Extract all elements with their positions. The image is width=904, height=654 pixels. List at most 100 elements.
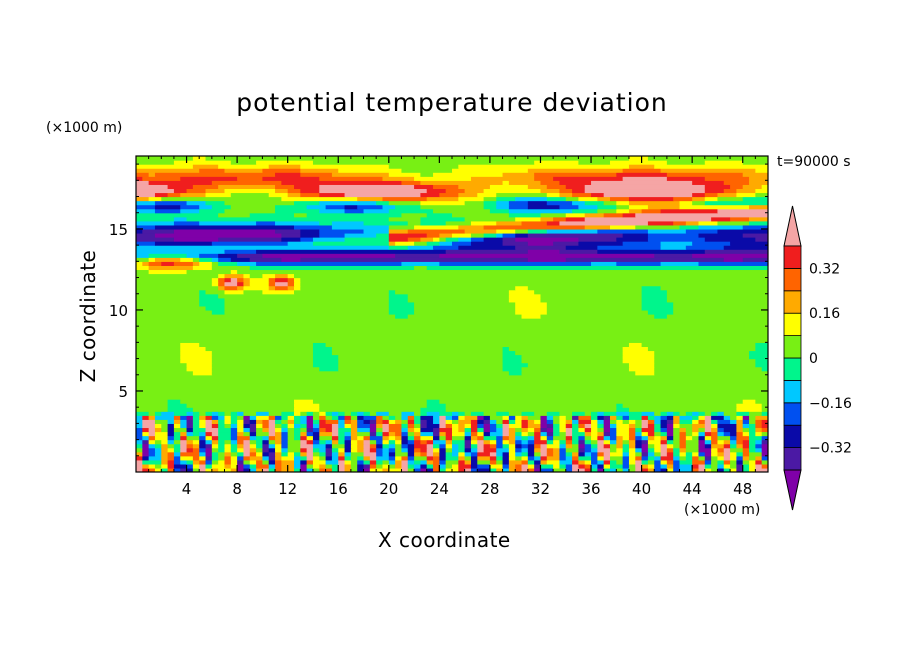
field-cell [704, 196, 719, 202]
field-cell [616, 431, 630, 437]
field-cell [306, 431, 314, 437]
field-cell [761, 455, 768, 461]
field-cell [136, 439, 143, 445]
field-cell [338, 427, 352, 433]
field-cell [395, 253, 440, 258]
field-cell [730, 184, 744, 190]
field-cell [628, 427, 636, 433]
field-cell [249, 273, 263, 279]
field-cell [325, 204, 346, 210]
field-cell [445, 237, 459, 242]
field-cell [565, 415, 573, 420]
field-cell [294, 399, 314, 404]
field-cell [426, 447, 434, 453]
field-cell [420, 172, 434, 177]
field-cell [502, 435, 510, 441]
field-cell [319, 439, 327, 445]
field-cell [628, 463, 636, 469]
field-cell [660, 419, 668, 424]
field-cell [692, 423, 706, 429]
field-cell [723, 415, 731, 420]
field-cell [723, 245, 768, 250]
field-cell [369, 443, 377, 449]
field-cell [508, 455, 516, 461]
field-cell [237, 431, 245, 437]
field-cell [294, 281, 301, 287]
field-cell [717, 427, 725, 433]
field-cell [192, 459, 200, 465]
field-cell [515, 305, 548, 311]
field-cell [508, 415, 516, 420]
field-cell [136, 350, 181, 356]
field-cell [414, 447, 421, 453]
field-cell [572, 431, 586, 437]
field-cell [363, 443, 371, 449]
field-cell [136, 249, 226, 254]
field-cell [698, 220, 719, 226]
field-cell [211, 415, 219, 420]
field-cell [470, 220, 497, 226]
field-cell [275, 427, 282, 433]
field-cell [300, 431, 308, 437]
field-cell [559, 427, 567, 433]
field-cell [136, 196, 150, 202]
field-cell [199, 342, 314, 348]
field-cell [742, 459, 750, 465]
field-cell [597, 431, 605, 437]
field-cell [584, 184, 706, 190]
field-cell [527, 455, 535, 461]
field-cell [180, 346, 207, 352]
field-cell [641, 342, 756, 348]
field-cell [521, 358, 624, 364]
field-cell [237, 269, 768, 275]
field-cell [622, 455, 630, 461]
field-cell [578, 443, 586, 449]
field-cell [755, 419, 763, 424]
field-cell [186, 467, 194, 472]
field-cell [199, 447, 207, 453]
field-cell [603, 192, 693, 198]
field-cell [300, 232, 320, 238]
field-cell [679, 423, 693, 429]
field-cell [458, 245, 516, 250]
field-cell [597, 455, 605, 461]
field-cell [521, 415, 529, 420]
field-cell [243, 419, 251, 424]
chart-title: potential temperature deviation [236, 88, 668, 117]
field-cell [704, 200, 768, 206]
field-cell [546, 459, 561, 465]
field-cell [331, 431, 339, 437]
field-cell [350, 459, 358, 465]
field-cell [616, 208, 630, 214]
field-cell [281, 443, 289, 449]
field-cell [148, 463, 156, 469]
field-cell [540, 443, 548, 449]
field-cell [502, 415, 510, 420]
field-cell [148, 435, 156, 441]
field-cell [540, 451, 548, 457]
field-cell [761, 366, 768, 372]
field-cell [445, 188, 466, 194]
field-cell [287, 241, 314, 246]
field-cell [420, 200, 466, 206]
field-cell [527, 439, 535, 445]
field-cell [388, 305, 415, 311]
field-cell [578, 423, 586, 429]
field-cell [433, 459, 440, 465]
field-cell [755, 346, 768, 352]
field-cell [749, 180, 768, 185]
field-cell [515, 447, 523, 453]
field-cell [458, 184, 491, 190]
field-cell [723, 427, 737, 433]
field-cell [521, 314, 542, 319]
field-cell [142, 176, 181, 181]
field-cell [218, 431, 232, 437]
field-cell [357, 455, 365, 461]
field-cell [136, 293, 200, 299]
field-cell [628, 443, 636, 449]
field-cell [186, 463, 194, 469]
field-cell [749, 467, 756, 472]
field-cell [635, 423, 643, 429]
field-cell [515, 196, 548, 202]
